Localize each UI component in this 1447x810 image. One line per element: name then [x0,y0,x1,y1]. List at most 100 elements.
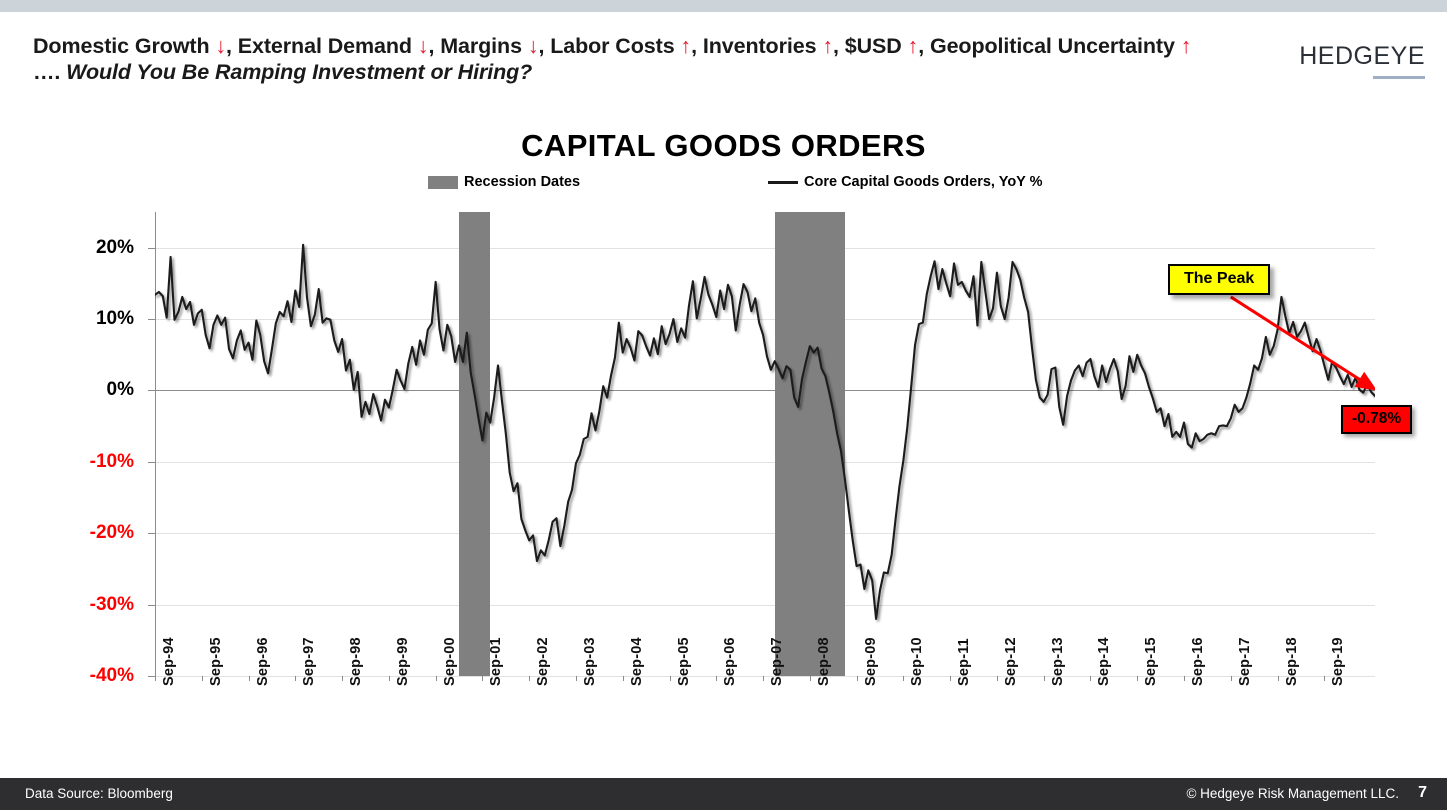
chart-title: CAPITAL GOODS ORDERS [521,128,926,163]
hedgeye-logo: HEDGEYE [1299,42,1425,79]
trend-arrow-glyph: ↑ [1180,34,1192,58]
trend-arrow [1229,295,1375,391]
x-axis-tick-label: Sep-14 [1096,637,1113,686]
legend-label-recession: Recession Dates [464,174,581,190]
y-axis-tick-label: -20% [89,522,134,544]
peak-callout: The Peak [1168,264,1271,295]
x-axis-tick [435,676,437,681]
x-axis-tick-label: Sep-15 [1143,637,1160,686]
x-axis-tick [1043,676,1045,681]
x-axis-tick-label: Sep-06 [722,637,739,686]
x-axis-tick [482,676,484,681]
x-axis-tick-label: Sep-18 [1283,637,1300,686]
y-axis-tick [148,247,156,249]
footer-copyright: © Hedgeye Risk Management LLC. [1186,786,1399,801]
gridline [155,676,1375,677]
trend-arrow-glyph: ↑ [680,34,692,58]
x-axis-tick-label: Sep-11 [956,638,973,686]
header-text-run: , $USD [832,34,908,58]
x-axis-tick-label: Sep-10 [909,637,926,686]
header-text-run: , Geopolitical Uncertainty [918,34,1181,58]
x-axis-tick [388,676,390,681]
x-axis-tick [529,676,531,681]
x-axis-tick [1090,676,1092,681]
x-axis-tick [1184,676,1185,681]
gridline [155,461,1375,463]
y-axis-tick [148,461,156,463]
logo-wordmark: HEDGEYE [1299,42,1425,70]
header-title: Domestic Growth ↓, External Demand ↓, Ma… [33,33,1213,85]
x-axis-tick [856,676,858,681]
x-axis-tick [248,676,250,681]
chart-legend: Recession Dates Core Capital Goods Order… [0,174,1447,194]
y-axis-tick [148,676,156,677]
footer-data-source: Data Source: Bloomberg [25,786,173,801]
y-axis-tick-label: -30% [89,593,134,615]
gridline [155,533,1375,535]
footer-bar: Data Source: Bloomberg © Hedgeye Risk Ma… [0,778,1447,810]
x-axis-tick [809,676,811,681]
header-question: Would You Be Ramping Investment or Hirin… [66,60,533,84]
series-line-swatch-icon [768,180,798,184]
x-axis-tick-label: Sep-16 [1190,637,1206,686]
x-axis-tick [1137,676,1139,681]
x-axis-tick [295,676,297,681]
x-axis-tick-label: Sep-12 [1002,637,1019,686]
x-axis-tick-label: Sep-04 [628,637,645,686]
header-text-run: Domestic Growth [33,34,216,58]
y-axis-tick [148,319,156,321]
y-axis-tick-label: 10% [95,308,134,330]
x-axis-tick-label: Sep-05 [675,637,692,686]
y-axis-tick-label: -10% [89,450,134,472]
x-axis-tick-label: Sep-03 [581,637,598,686]
top-accent-bar [0,0,1447,12]
trend-arrow-glyph: ↓ [417,34,429,58]
x-axis-tick-label: Sep-08 [815,637,832,686]
x-axis-tick-label: Sep-96 [254,637,271,686]
trend-arrow-glyph: ↓ [527,34,539,58]
y-axis-line [155,212,156,677]
x-axis-tick [575,676,577,681]
x-axis-tick [1277,676,1279,681]
logo-underline [1373,76,1425,79]
x-axis-tick [201,676,203,681]
x-axis-tick-label: Sep-17 [1236,637,1253,686]
recession-band [774,212,845,676]
gridline [155,604,1375,606]
legend-item-recession: Recession Dates [428,174,580,190]
x-axis-tick-label: Sep-95 [207,637,224,686]
y-axis-tick-label: 0% [106,379,134,401]
x-axis-tick [763,676,765,681]
series-line-core-capital-goods [155,243,1375,620]
recession-swatch-icon [428,175,458,189]
x-axis-tick-label: Sep-98 [348,637,365,686]
x-axis-tick-label: Sep-94 [161,637,177,686]
latest-value-callout: -0.78% [1341,405,1413,434]
x-axis-tick [155,676,156,681]
x-axis-tick-label: Sep-02 [535,637,552,686]
legend-item-series: Core Capital Goods Orders, YoY % [768,174,1043,190]
x-axis-tick [716,676,718,681]
series-svg [155,243,1375,620]
gridline [155,319,1375,321]
y-axis-tick [148,533,156,535]
header-text-run: …. [33,60,67,84]
footer-page-number: 7 [1418,784,1427,801]
zero-line [155,390,1375,392]
y-axis-tick-label: 20% [95,236,134,258]
x-axis-tick [996,676,998,681]
trend-arrow-glyph: ↑ [907,34,919,58]
x-axis-tick [903,676,905,681]
x-axis-tick-label: Sep-13 [1049,637,1066,686]
x-axis-tick [342,676,344,681]
x-axis-tick [622,676,624,681]
y-axis-tick [148,390,156,392]
legend-label-series: Core Capital Goods Orders, YoY % [804,174,1043,190]
x-axis-tick [1230,676,1232,681]
x-axis-tick-label: Sep-99 [394,637,411,686]
x-axis-tick-label: Sep-07 [769,637,786,686]
x-axis-tick-label: Sep-09 [862,637,879,686]
trend-arrow-glyph: ↑ [822,34,833,58]
trend-arrow-glyph: ↓ [215,34,227,58]
